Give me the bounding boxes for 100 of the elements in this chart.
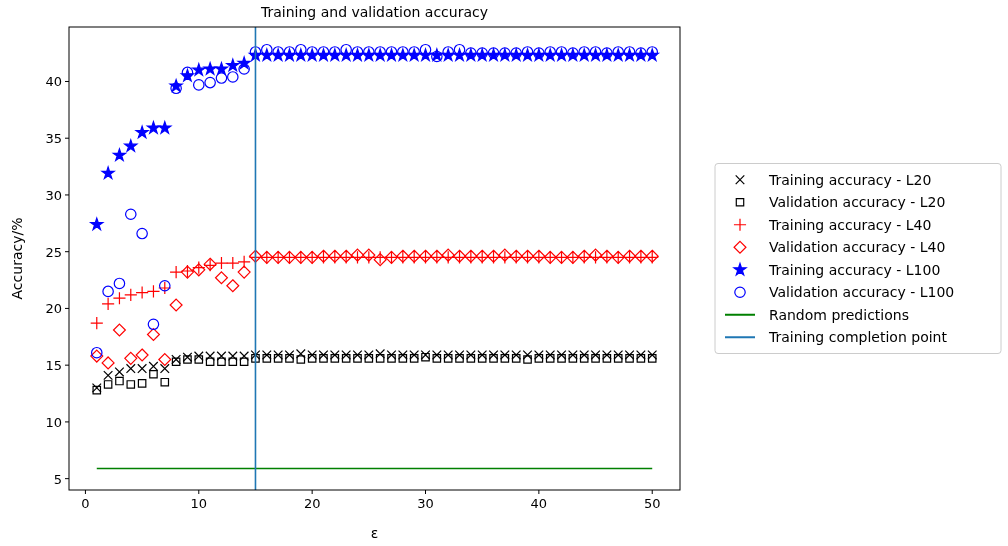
point [146, 121, 161, 134]
point [101, 297, 115, 311]
point [262, 354, 272, 363]
point [226, 58, 240, 72]
point [285, 354, 294, 363]
point [385, 46, 398, 58]
point [214, 62, 229, 75]
legend-label: Validation accuracy - L20 [769, 194, 946, 211]
point [146, 284, 161, 299]
point [613, 354, 623, 363]
point [114, 367, 125, 377]
point [124, 288, 138, 302]
point [103, 380, 113, 389]
point [146, 327, 160, 342]
point [466, 354, 476, 363]
point [374, 46, 386, 58]
y-tick-label: 20 [45, 301, 62, 317]
point [112, 148, 127, 161]
point [534, 354, 544, 363]
point [90, 217, 104, 231]
point [204, 76, 216, 89]
legend-label: Random predictions [769, 306, 909, 323]
point [283, 46, 296, 58]
point [160, 377, 170, 387]
point [489, 354, 498, 363]
point [329, 46, 341, 58]
point [103, 370, 114, 381]
legend-label: Validation accuracy - L100 [769, 284, 955, 301]
x-tick-label: 40 [530, 496, 548, 511]
point [158, 121, 172, 134]
point [555, 46, 568, 58]
point [90, 316, 104, 330]
point [148, 361, 159, 372]
point [589, 46, 602, 58]
point [205, 357, 215, 367]
x-tick-label: 10 [190, 496, 208, 511]
point [237, 265, 251, 279]
point [364, 354, 374, 363]
point [375, 354, 385, 363]
point [317, 46, 330, 58]
legend-label: Training accuracy - L100 [768, 261, 941, 278]
point [194, 355, 204, 364]
point [319, 354, 328, 363]
point [112, 323, 126, 337]
point [578, 46, 591, 58]
point [135, 125, 149, 139]
point [307, 354, 317, 363]
point [363, 46, 375, 58]
point [273, 354, 283, 363]
x-tick-label: 0 [81, 496, 90, 511]
point [341, 354, 351, 363]
point [158, 352, 172, 367]
point [217, 357, 226, 367]
point [591, 354, 600, 363]
point [443, 354, 453, 363]
point [238, 63, 250, 75]
legend-label: Training accuracy - L20 [768, 171, 932, 188]
point [136, 227, 148, 240]
point [398, 354, 408, 363]
point [477, 354, 487, 363]
y-tick-label: 10 [45, 414, 62, 430]
point [226, 279, 240, 293]
point [239, 357, 249, 367]
point [636, 354, 646, 363]
x-axis-title: ε [370, 525, 379, 541]
point [623, 46, 636, 58]
point [397, 46, 409, 58]
point [113, 277, 126, 290]
point [124, 208, 137, 221]
point [101, 166, 115, 180]
point [159, 363, 170, 374]
point [625, 354, 634, 363]
point [124, 139, 138, 152]
point [135, 285, 149, 300]
point [147, 318, 160, 331]
point [214, 256, 229, 270]
point [353, 354, 362, 363]
point [523, 355, 532, 364]
point [149, 369, 158, 379]
point [544, 46, 557, 58]
point [137, 379, 147, 388]
point [612, 46, 625, 58]
point [351, 46, 364, 58]
legend-label: Training accuracy - L40 [768, 216, 932, 233]
point [521, 46, 534, 58]
point [647, 354, 657, 363]
point [90, 349, 104, 363]
point [192, 79, 205, 91]
legend-label: Training completion point [768, 329, 948, 346]
point [227, 71, 239, 83]
y-tick-label: 5 [53, 471, 62, 487]
point [545, 354, 555, 363]
point [568, 354, 578, 363]
y-tick-label: 25 [45, 244, 62, 260]
point [192, 63, 206, 76]
x-tick-label: 30 [417, 496, 434, 511]
y-tick-label: 30 [45, 187, 62, 203]
point [646, 46, 659, 58]
point [237, 255, 251, 269]
y-tick-label: 35 [45, 131, 62, 147]
